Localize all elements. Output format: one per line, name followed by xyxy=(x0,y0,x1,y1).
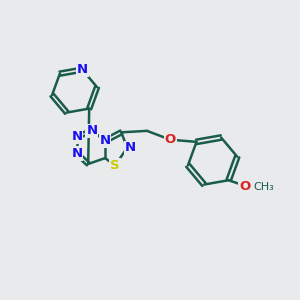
Text: N: N xyxy=(72,130,83,143)
Text: N: N xyxy=(72,147,83,160)
Text: CH₃: CH₃ xyxy=(253,182,274,192)
Text: O: O xyxy=(239,180,250,193)
Text: N: N xyxy=(124,141,136,154)
Text: N: N xyxy=(86,124,98,137)
Text: N: N xyxy=(100,134,111,147)
Text: N: N xyxy=(77,63,88,76)
Text: S: S xyxy=(110,159,120,172)
Text: O: O xyxy=(165,133,176,146)
